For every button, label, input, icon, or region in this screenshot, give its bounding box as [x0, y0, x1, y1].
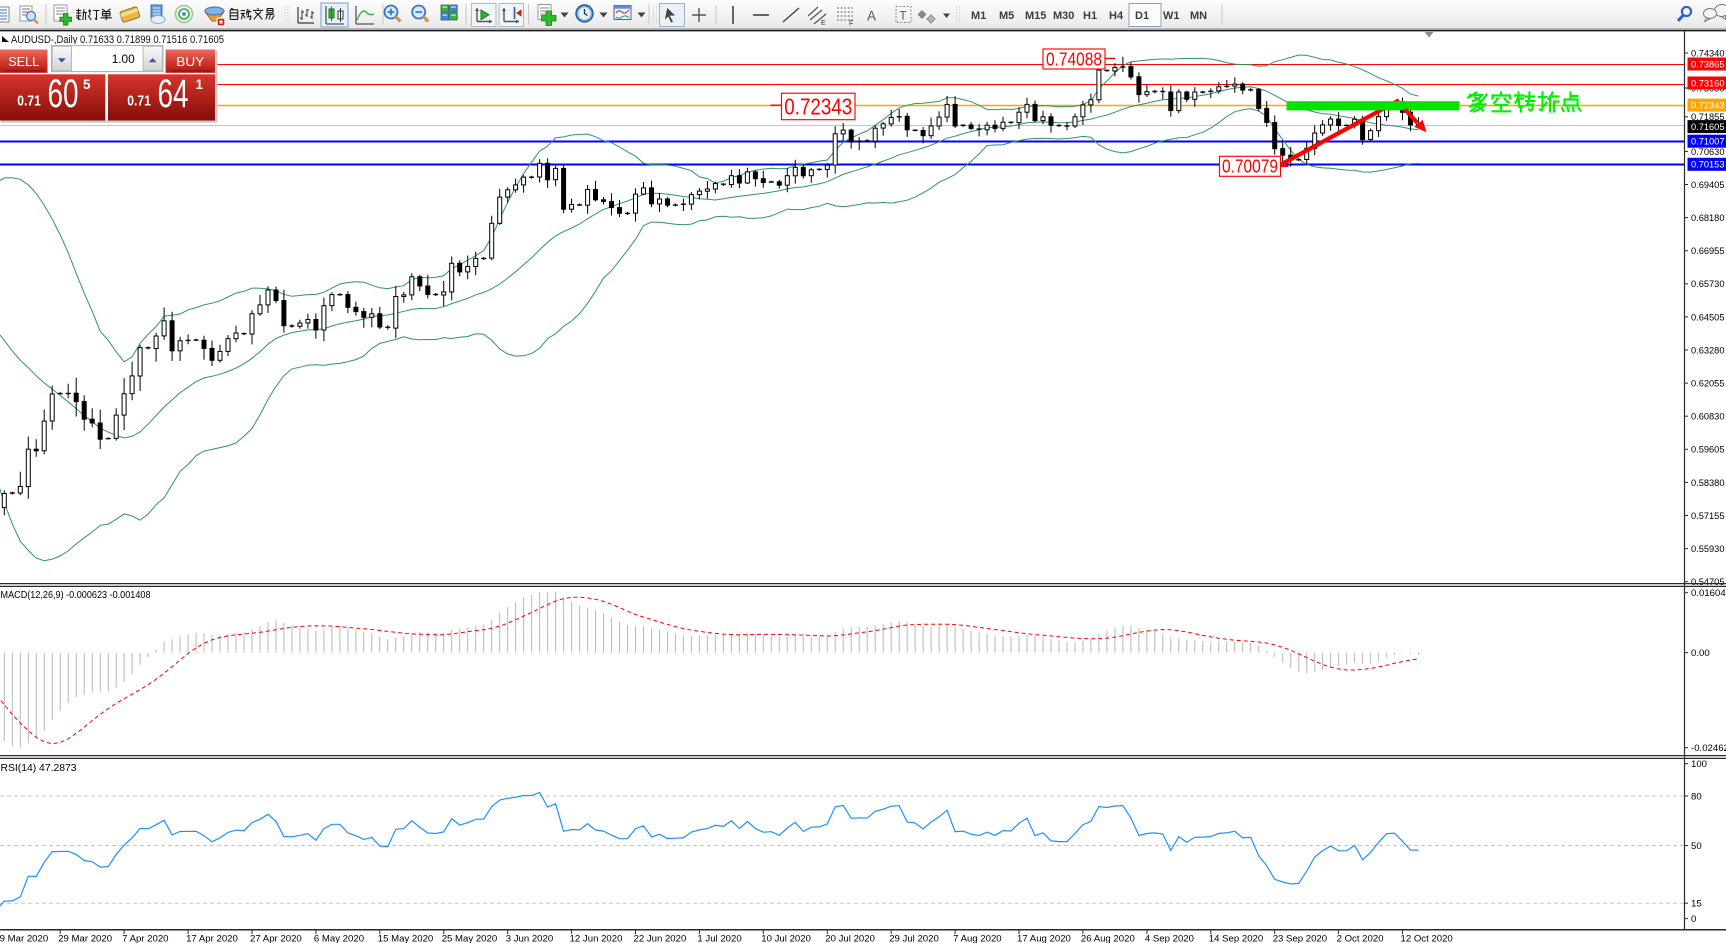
- svg-text:M30: M30: [1053, 10, 1074, 22]
- svg-text:F: F: [849, 21, 853, 28]
- svg-text:0.74088: 0.74088: [1046, 49, 1102, 69]
- svg-text:AUDUSD-,Daily 0.71633 0.71899: AUDUSD-,Daily 0.71633 0.71899 0.71516 0.…: [11, 34, 224, 46]
- svg-text:0.73160: 0.73160: [1691, 78, 1725, 89]
- svg-text:26 Aug 2020: 26 Aug 2020: [1081, 934, 1135, 943]
- svg-text:3 Jun 2020: 3 Jun 2020: [506, 934, 553, 943]
- svg-text:12 Jun 2020: 12 Jun 2020: [570, 934, 623, 943]
- svg-text:E: E: [821, 20, 826, 27]
- svg-text:20 Jul 2020: 20 Jul 2020: [825, 934, 875, 943]
- svg-text:0.68180: 0.68180: [1691, 213, 1725, 224]
- svg-text:5: 5: [83, 77, 91, 92]
- svg-text:14 Sep 2020: 14 Sep 2020: [1209, 934, 1263, 943]
- svg-text:0.72343: 0.72343: [1691, 101, 1725, 112]
- svg-text:H1: H1: [1083, 10, 1097, 22]
- svg-text:0: 0: [1691, 914, 1696, 925]
- svg-text:0.71: 0.71: [17, 94, 41, 110]
- svg-text:BUY: BUY: [176, 54, 204, 69]
- svg-text:17 Aug 2020: 17 Aug 2020: [1017, 934, 1071, 943]
- svg-text:29 Mar 2020: 29 Mar 2020: [58, 934, 112, 943]
- svg-text:64: 64: [158, 72, 189, 116]
- svg-text:M15: M15: [1025, 10, 1046, 22]
- svg-text:0.74340: 0.74340: [1691, 48, 1725, 59]
- svg-text:2 Oct 2020: 2 Oct 2020: [1337, 934, 1384, 943]
- svg-text:100: 100: [1691, 759, 1707, 770]
- svg-text:0.57155: 0.57155: [1691, 511, 1725, 522]
- svg-text:0.71: 0.71: [127, 94, 151, 110]
- svg-text:0.66955: 0.66955: [1691, 246, 1725, 257]
- svg-text:-0.024625: -0.024625: [1691, 743, 1726, 754]
- svg-text:17 Apr 2020: 17 Apr 2020: [186, 934, 238, 943]
- svg-text:7 Aug 2020: 7 Aug 2020: [953, 934, 1002, 943]
- svg-text:0.69405: 0.69405: [1691, 180, 1725, 191]
- svg-text:50: 50: [1691, 841, 1702, 852]
- svg-text:1 Jul 2020: 1 Jul 2020: [697, 934, 741, 943]
- svg-text:6 May 2020: 6 May 2020: [314, 934, 364, 943]
- svg-text:0.016048: 0.016048: [1691, 588, 1726, 599]
- svg-text:0.71007: 0.71007: [1691, 137, 1725, 148]
- svg-text:H4: H4: [1109, 10, 1124, 22]
- svg-text:25 May 2020: 25 May 2020: [442, 934, 497, 943]
- svg-text:23 Sep 2020: 23 Sep 2020: [1273, 934, 1327, 943]
- svg-text:29 Jul 2020: 29 Jul 2020: [889, 934, 939, 943]
- svg-text:1: 1: [196, 77, 204, 92]
- svg-text:0.72343: 0.72343: [784, 94, 852, 120]
- svg-text:80: 80: [1691, 791, 1702, 802]
- svg-text:SELL: SELL: [8, 54, 39, 69]
- svg-text:27 Apr 2020: 27 Apr 2020: [250, 934, 302, 943]
- svg-text:10 Jul 2020: 10 Jul 2020: [761, 934, 811, 943]
- svg-text:22 Jun 2020: 22 Jun 2020: [634, 934, 687, 943]
- svg-text:0.62055: 0.62055: [1691, 379, 1725, 390]
- svg-text:M5: M5: [999, 10, 1014, 22]
- svg-text:A: A: [867, 9, 876, 24]
- svg-text:0.60830: 0.60830: [1691, 412, 1725, 423]
- svg-text:0.65730: 0.65730: [1691, 279, 1725, 290]
- svg-text:RSI(14) 47.2873: RSI(14) 47.2873: [1, 763, 77, 774]
- svg-text:0.71605: 0.71605: [1691, 122, 1725, 133]
- svg-text:0.59605: 0.59605: [1691, 445, 1725, 456]
- svg-text:D1: D1: [1135, 10, 1149, 22]
- svg-text:0.70079: 0.70079: [1222, 157, 1278, 177]
- svg-text:MN: MN: [1190, 10, 1207, 22]
- svg-text:0.63280: 0.63280: [1691, 345, 1725, 356]
- svg-text:0.55930: 0.55930: [1691, 544, 1725, 555]
- svg-text:0.54705: 0.54705: [1691, 577, 1725, 588]
- svg-text:0.73865: 0.73865: [1691, 59, 1725, 70]
- svg-text:15: 15: [1691, 899, 1702, 910]
- svg-text:12 Oct 2020: 12 Oct 2020: [1401, 934, 1453, 943]
- svg-text:0.71855: 0.71855: [1691, 112, 1725, 123]
- svg-text:W1: W1: [1163, 10, 1180, 22]
- svg-text:0.70630: 0.70630: [1691, 147, 1725, 158]
- svg-text:7 Apr 2020: 7 Apr 2020: [122, 934, 168, 943]
- svg-text:60: 60: [48, 72, 79, 116]
- svg-text:1.00: 1.00: [112, 52, 135, 66]
- svg-text:19 Mar 2020: 19 Mar 2020: [0, 934, 48, 943]
- svg-text:0.58380: 0.58380: [1691, 478, 1725, 489]
- svg-text:0.70153: 0.70153: [1691, 160, 1725, 171]
- svg-text:MACD(12,26,9) -0.000623 -0.001: MACD(12,26,9) -0.000623 -0.001408: [1, 590, 151, 601]
- svg-text:M1: M1: [971, 10, 986, 22]
- svg-text:T: T: [900, 11, 907, 23]
- svg-text:0.64505: 0.64505: [1691, 312, 1725, 323]
- svg-text:4 Sep 2020: 4 Sep 2020: [1145, 934, 1194, 943]
- svg-text:15 May 2020: 15 May 2020: [378, 934, 433, 943]
- svg-text:0.00: 0.00: [1691, 648, 1710, 659]
